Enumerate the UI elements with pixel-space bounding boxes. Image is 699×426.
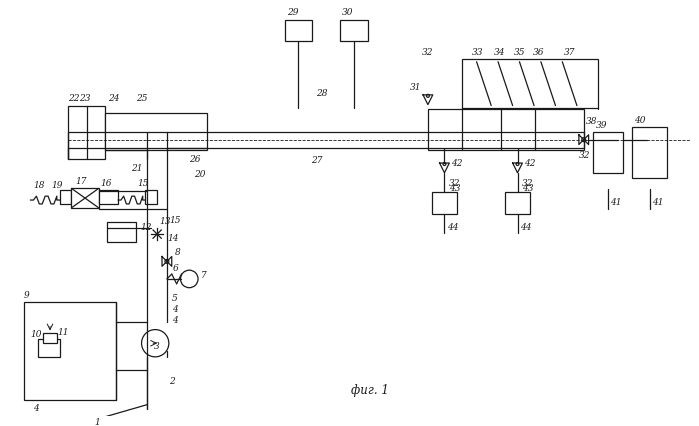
- Text: 5: 5: [172, 293, 178, 302]
- Text: 2: 2: [169, 376, 175, 385]
- Text: 32: 32: [579, 150, 591, 159]
- Bar: [462, 60, 598, 108]
- Text: 39: 39: [596, 120, 607, 129]
- Text: фиг. 1: фиг. 1: [350, 383, 389, 397]
- Circle shape: [582, 138, 586, 142]
- Bar: [24, 302, 116, 400]
- Text: 21: 21: [131, 164, 143, 173]
- Text: 27: 27: [311, 155, 322, 164]
- Text: 34: 34: [494, 47, 505, 56]
- Text: 43: 43: [522, 184, 534, 193]
- Bar: [43, 334, 57, 343]
- Text: 19: 19: [51, 181, 62, 190]
- Text: 44: 44: [521, 222, 532, 231]
- Text: 42: 42: [452, 158, 463, 167]
- Bar: [105, 114, 207, 151]
- Bar: [38, 340, 59, 357]
- Text: 36: 36: [533, 47, 545, 56]
- Circle shape: [165, 260, 169, 264]
- Bar: [428, 110, 584, 151]
- Text: 14: 14: [168, 233, 180, 242]
- Text: 7: 7: [201, 270, 207, 279]
- Text: 26: 26: [189, 154, 201, 163]
- Text: 44: 44: [447, 222, 459, 231]
- Bar: [145, 191, 157, 204]
- Text: 4: 4: [172, 316, 178, 325]
- Circle shape: [142, 330, 169, 357]
- Text: 41: 41: [652, 197, 663, 206]
- Text: 16: 16: [101, 178, 112, 187]
- Text: 8: 8: [175, 248, 180, 256]
- Text: 17: 17: [75, 177, 87, 186]
- Circle shape: [443, 163, 446, 166]
- Bar: [505, 193, 530, 214]
- Text: 6: 6: [173, 263, 178, 272]
- Bar: [68, 106, 105, 160]
- Text: 24: 24: [108, 94, 120, 103]
- Text: 32: 32: [422, 47, 433, 56]
- Bar: [340, 21, 368, 42]
- Text: 33: 33: [472, 47, 483, 56]
- Text: 20: 20: [194, 170, 206, 179]
- Text: 3: 3: [154, 341, 160, 350]
- Bar: [593, 132, 623, 173]
- Text: 40: 40: [635, 115, 646, 124]
- Bar: [59, 191, 71, 204]
- Text: 35: 35: [514, 47, 525, 56]
- Text: 11: 11: [58, 327, 69, 336]
- Text: 25: 25: [136, 94, 147, 103]
- Circle shape: [426, 95, 429, 98]
- Bar: [71, 189, 99, 208]
- Text: 15: 15: [170, 216, 181, 225]
- Bar: [99, 191, 118, 204]
- Text: 37: 37: [564, 47, 576, 56]
- Text: 12: 12: [140, 222, 152, 231]
- Text: 4: 4: [34, 403, 39, 412]
- Bar: [432, 193, 457, 214]
- Text: 10: 10: [31, 329, 42, 338]
- Circle shape: [180, 271, 198, 288]
- Text: 23: 23: [79, 94, 91, 103]
- Text: 30: 30: [343, 8, 354, 17]
- Bar: [284, 21, 312, 42]
- Circle shape: [516, 163, 519, 166]
- Text: 41: 41: [610, 197, 621, 206]
- Text: 32: 32: [449, 178, 461, 187]
- Bar: [633, 128, 667, 178]
- Text: 13: 13: [159, 216, 171, 225]
- Text: 43: 43: [449, 184, 461, 193]
- Text: 18: 18: [34, 181, 45, 190]
- Text: 4: 4: [172, 304, 178, 313]
- Text: 15: 15: [138, 178, 149, 187]
- Text: 38: 38: [586, 116, 597, 125]
- Text: 1: 1: [95, 417, 101, 426]
- Text: 28: 28: [316, 89, 327, 98]
- Text: 9: 9: [24, 291, 29, 299]
- Text: 31: 31: [410, 82, 422, 92]
- Text: 32: 32: [522, 178, 534, 187]
- Text: 29: 29: [287, 8, 298, 17]
- Text: 42: 42: [524, 158, 536, 167]
- Bar: [106, 223, 136, 242]
- Text: 22: 22: [68, 94, 79, 103]
